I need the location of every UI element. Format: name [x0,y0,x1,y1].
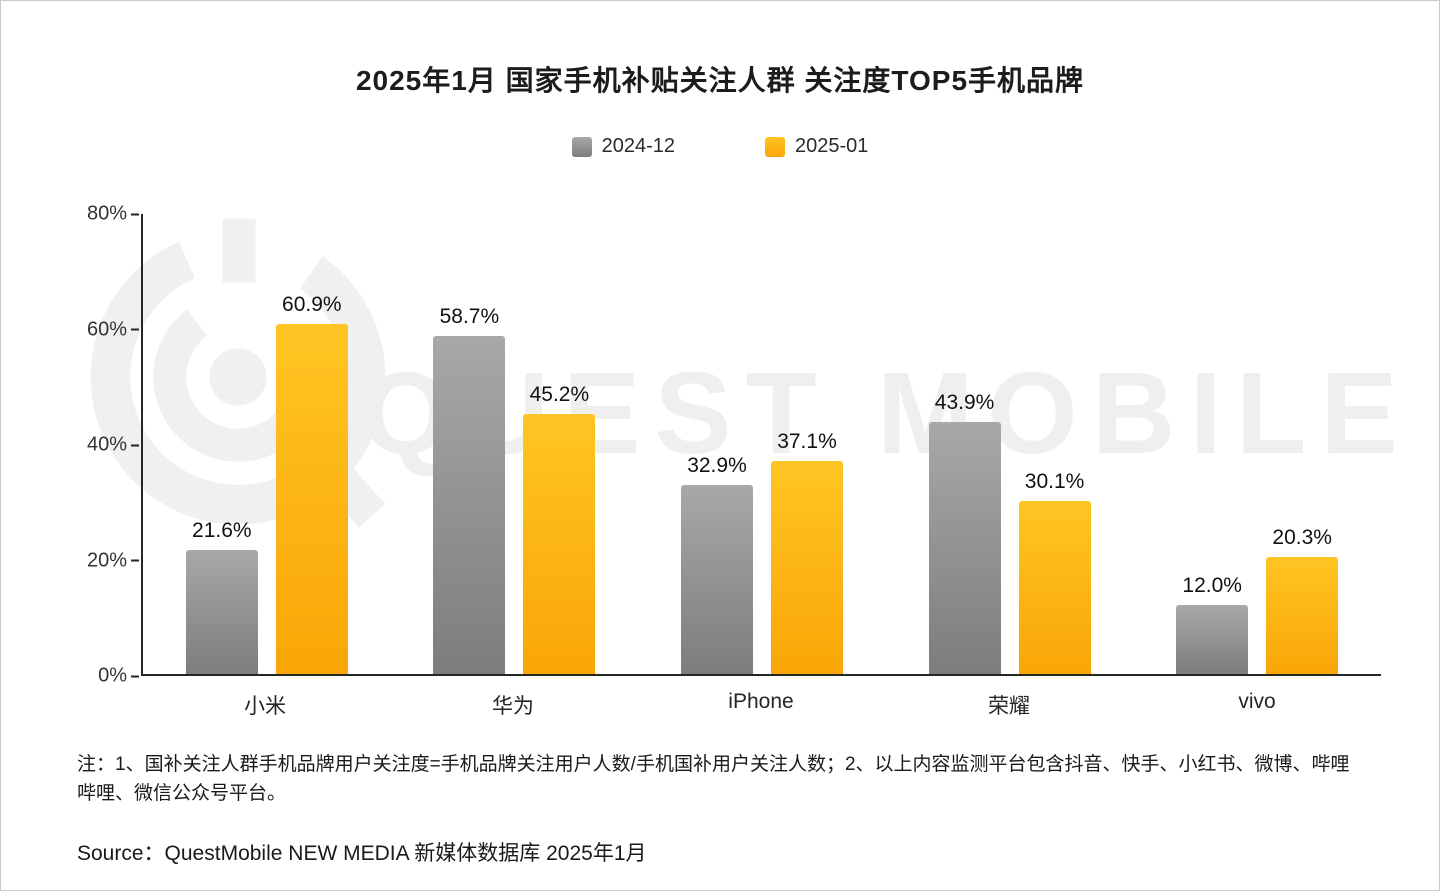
bar-column: 30.1% [1018,214,1091,674]
bar-group: 43.9% 30.1% [886,214,1134,674]
x-axis-label: 华为 [492,695,534,718]
y-axis-tick-label: 20% [86,549,127,571]
source-prefix: Source： [77,841,165,865]
bar-pair: 21.6% 60.9% [185,214,348,674]
y-axis-tick-label: 80% [86,202,127,225]
y-axis-tick-label: 60% [86,318,127,340]
legend-item-2024-12: 2024-12 [571,135,675,158]
footnote: 注：1、国补关注人群手机品牌用户关注度=手机品牌关注用户人数/手机国补用户关注人… [77,754,1350,805]
source-rest: NEW MEDIA 新媒体数据库 2025年1月 [282,841,647,865]
plot-row: 80% 60% 40% 20% 0% 21.6% 60.9% 58.7% 45.2% 32.9%… [61,203,1381,687]
bar-2024-12 [1176,605,1249,674]
bar-column: 21.6% [185,214,258,674]
legend: 2024-12 2025-01 [1,135,1439,158]
bar-value-label: 43.9% [934,390,995,414]
bar-pair: 32.9% 37.1% [680,214,843,674]
legend-swatch [765,136,785,157]
legend-label: 2025-01 [795,135,869,157]
bar-column: 20.3% [1266,214,1339,674]
bar-value-label: 60.9% [282,292,342,316]
bar-group: 12.0% 20.3% [1133,214,1381,674]
y-axis-tick-label: 40% [86,433,127,456]
x-axis-label: vivo [1238,690,1276,713]
bar-2025-01 [523,414,596,674]
bar-pair: 58.7% 45.2% [433,214,596,674]
bar-column: 43.9% [928,214,1001,674]
bar-pair: 12.0% 20.3% [1176,214,1339,674]
bar-value-label: 30.1% [1024,469,1085,493]
bar-column: 60.9% [275,214,348,674]
bar-group: 32.9% 37.1% [638,214,886,674]
x-axis-label: iPhone [728,690,794,713]
bar-value-label: 58.7% [439,305,500,329]
bar-2025-01 [770,460,843,674]
y-axis-labels: 80% 60% 40% 20% 0% [61,203,141,687]
bar-value-label: 20.3% [1272,526,1332,550]
legend-label: 2024-12 [601,135,675,157]
bar-2024-12 [680,484,753,674]
bar-value-label: 12.0% [1182,574,1242,597]
bar-value-label: 37.1% [777,429,837,453]
x-axis-label: 荣耀 [988,695,1030,718]
x-axis-label: 小米 [244,695,286,718]
bar-group: 21.6% 60.9% [143,214,391,674]
x-axis-labels: 小米 华为 iPhone 荣耀 vivo [141,690,1381,720]
bar-2025-01 [1266,557,1339,674]
bar-groups: 21.6% 60.9% 58.7% 45.2% 32.9% 37.1% 43.9% 30.1%… [143,214,1381,674]
bar-column: 37.1% [770,214,843,674]
bar-value-label: 45.2% [529,383,590,407]
legend-item-2025-01: 2025-01 [765,135,868,158]
chart-title: 2025年1月 国家手机补贴关注人群 关注度TOP5手机品牌 [355,65,1085,96]
bar-value-label: 32.9% [687,453,747,477]
bar-column: 58.7% [433,214,506,674]
bar-2024-12 [433,336,506,674]
bar-column: 12.0% [1176,214,1249,674]
bar-group: 58.7% 45.2% [391,214,639,674]
y-axis-tick-label: 0% [98,664,127,687]
bar-2025-01 [1018,500,1091,674]
source-brand: QuestMobile [164,841,283,865]
bar-column: 32.9% [680,214,753,674]
plot: 21.6% 60.9% 58.7% 45.2% 32.9% 37.1% 43.9% 30.1%… [141,214,1381,676]
chart-area: QUEST MOBILE 80% 60% 40% 20% 0% 21.6% 60.9% 58… [61,203,1398,720]
bar-2025-01 [275,323,348,674]
bar-value-label: 21.6% [192,518,252,542]
source-line: Source：QuestMobile NEW MEDIA 新媒体数据库 2025… [77,837,1439,867]
bar-2024-12 [928,421,1001,674]
legend-swatch [571,136,592,157]
bar-2024-12 [185,549,258,674]
bar-pair: 43.9% 30.1% [928,214,1091,674]
bar-column: 45.2% [523,214,596,674]
